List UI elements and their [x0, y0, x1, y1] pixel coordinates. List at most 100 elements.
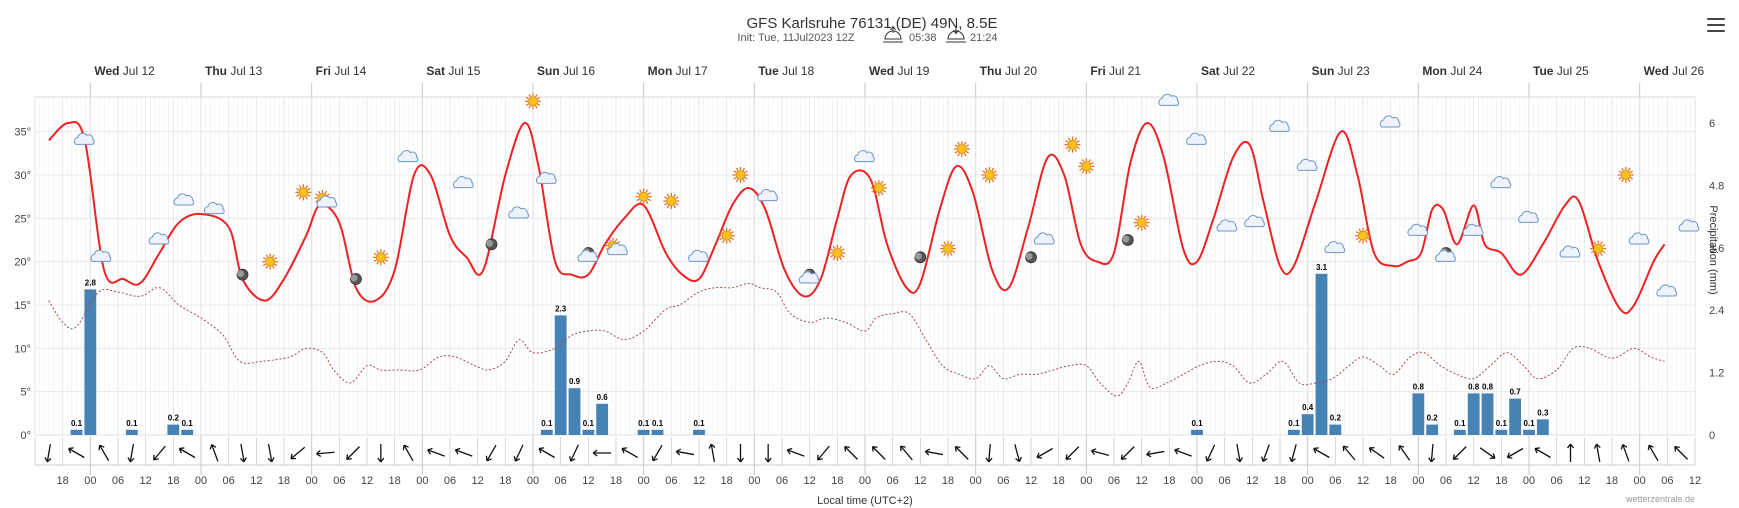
- sun-ray: [664, 196, 668, 200]
- wind-arrow-head: [954, 445, 961, 452]
- sun-ray: [664, 202, 668, 206]
- sun-disc: [1593, 243, 1604, 254]
- hour-tick-label: 00: [970, 475, 982, 487]
- sun-ray: [733, 176, 737, 180]
- sun-ray: [744, 176, 748, 180]
- hour-tick-label: 12: [1578, 475, 1590, 487]
- sun-ray: [1590, 250, 1595, 254]
- sun-ray: [645, 200, 649, 204]
- wind-arrow-shaft: [1369, 447, 1385, 459]
- wind-arrow-icon: [209, 443, 219, 462]
- wind-arrow-head: [708, 443, 716, 449]
- hour-tick-label: 18: [721, 475, 733, 487]
- sun-ray: [675, 196, 679, 200]
- hour-tick-label: 12: [1136, 475, 1148, 487]
- wind-arrow-shaft: [570, 444, 579, 462]
- sun-ray: [1143, 226, 1147, 230]
- sun-ray: [841, 248, 845, 252]
- precip-bar: [651, 429, 664, 435]
- wind-arrow-shaft: [1091, 450, 1110, 456]
- wind-arrow-head: [569, 456, 576, 462]
- sun-ray: [742, 179, 746, 183]
- sun-icon: [1355, 227, 1371, 244]
- hour-tick-label: 18: [1385, 475, 1397, 487]
- cloud-icon: [1518, 210, 1539, 223]
- precip-bar-label: 0.1: [1496, 419, 1508, 428]
- cloud-icon: [798, 271, 820, 284]
- cloud-shape: [1296, 158, 1318, 171]
- wind-arrow-head: [513, 456, 521, 462]
- sunset-icon: [946, 26, 966, 43]
- cloud-icon: [1462, 223, 1484, 236]
- sun-ray: [274, 263, 278, 267]
- wind-arrow-shaft: [787, 449, 805, 457]
- sun-ray: [991, 167, 995, 171]
- day-label: Thu Jul 13: [205, 64, 263, 78]
- precip-bar: [582, 429, 595, 435]
- cloud-shape: [173, 193, 195, 206]
- sun-ray: [965, 150, 970, 154]
- sun-ray: [382, 250, 386, 254]
- hour-tick-label: 00: [195, 475, 207, 487]
- sun-disc: [375, 252, 386, 263]
- sun-ray: [984, 179, 988, 183]
- sun-ray: [1593, 252, 1597, 256]
- y-right-tick-label: 3.6: [1709, 243, 1724, 255]
- sun-ray: [728, 239, 732, 243]
- wind-arrow-icon: [1036, 447, 1053, 459]
- wind-arrow-icon: [1398, 445, 1411, 461]
- sun-ray: [832, 245, 836, 249]
- hour-tick-label: 12: [472, 475, 484, 487]
- wind-arrow-shaft: [1398, 445, 1411, 461]
- sun-ray: [666, 205, 670, 209]
- sun-ray: [880, 180, 884, 184]
- sun-ray: [940, 250, 944, 254]
- hamburger-menu-icon[interactable]: [1707, 18, 1725, 32]
- wind-arrow-shaft: [538, 447, 555, 459]
- hour-tick-label: 12: [250, 475, 262, 487]
- hour-tick-label: 18: [278, 475, 290, 487]
- cloud-shape: [1186, 132, 1207, 145]
- sun-ray: [296, 187, 300, 191]
- moon-icon: [236, 268, 249, 281]
- sun-ray: [645, 189, 649, 193]
- sun-ray: [274, 257, 278, 260]
- wind-arrow-head: [786, 447, 793, 455]
- wind-arrow-shaft: [179, 447, 196, 459]
- sun-cloud-icon: [605, 237, 628, 256]
- sun-ray: [830, 254, 834, 258]
- hour-tick-label: 06: [1440, 475, 1452, 487]
- cloud-icon: [1628, 232, 1650, 245]
- cloud-shape: [1216, 219, 1238, 232]
- sun-ray: [382, 261, 386, 265]
- sun-ray: [830, 248, 834, 252]
- cloud-icon: [1678, 219, 1700, 232]
- sun-icon: [953, 141, 970, 157]
- sun-disc: [1358, 230, 1368, 241]
- cloud-icon: [535, 171, 557, 184]
- wind-arrow-icon: [621, 447, 638, 459]
- sun-ray: [1618, 176, 1622, 180]
- wind-arrow-icon: [924, 448, 944, 456]
- precip-bar-label: 0.1: [1288, 419, 1300, 428]
- sun-ray: [262, 257, 267, 260]
- sun-disc: [956, 144, 967, 154]
- sun-ray: [1065, 146, 1069, 150]
- hour-tick-label: 00: [859, 475, 871, 487]
- sun-ray: [272, 265, 275, 269]
- y-axis-right-title: Precipitation (mm): [1707, 205, 1719, 294]
- cloud-shape: [798, 271, 820, 284]
- hour-tick-label: 18: [499, 475, 511, 487]
- sun-ray: [315, 199, 319, 203]
- wind-arrow-head: [764, 457, 772, 463]
- sun-disc: [873, 183, 884, 193]
- wind-arrow-icon: [1479, 447, 1496, 459]
- wind-arrow-shaft: [1036, 447, 1053, 459]
- sun-ray: [952, 244, 956, 247]
- wind-arrow-head: [1534, 447, 1541, 454]
- sun-ray: [1079, 168, 1083, 171]
- precip-bar: [1412, 393, 1425, 435]
- wind-arrow-shaft: [1674, 446, 1688, 460]
- wind-arrow-head: [1452, 454, 1459, 461]
- hour-tick-label: 12: [1246, 475, 1258, 487]
